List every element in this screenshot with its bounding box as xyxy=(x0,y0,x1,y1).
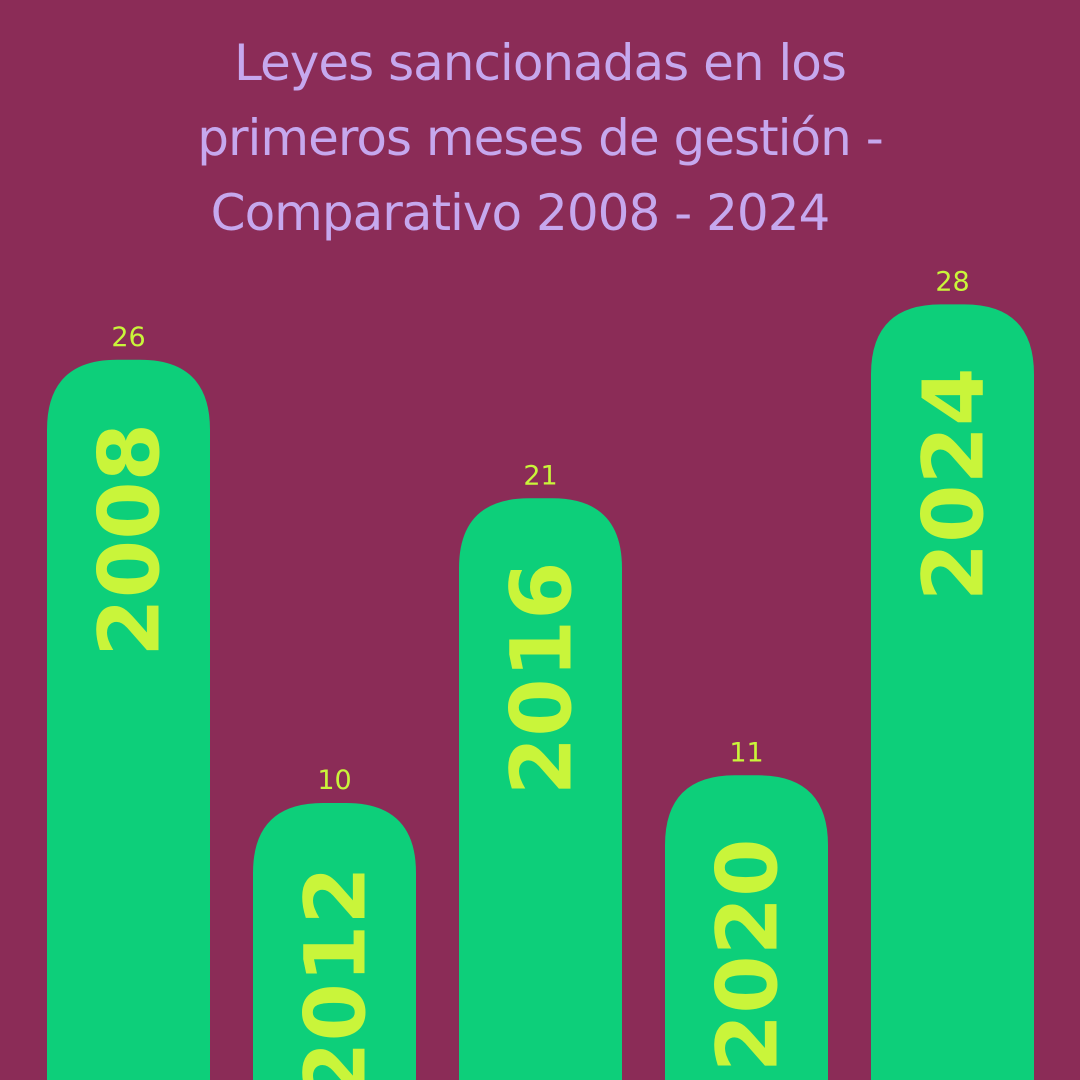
chart-title-line-2: primeros meses de gestión - xyxy=(197,109,883,167)
value-label-2012: 10 xyxy=(317,765,351,796)
bar-2020 xyxy=(665,775,828,1080)
bars-group: 26 2008 10 2012 21 2016 11 2020 28 2024 xyxy=(47,266,1034,1080)
category-label-2016: 2016 xyxy=(493,561,591,795)
category-label-2012: 2012 xyxy=(287,866,385,1080)
value-label-2008: 26 xyxy=(111,322,145,353)
bar-2024 xyxy=(871,304,1034,1080)
bar-2012 xyxy=(253,803,416,1080)
value-label-2024: 28 xyxy=(935,266,969,297)
bar-2008 xyxy=(47,359,210,1080)
value-label-2020: 11 xyxy=(729,737,763,768)
value-label-2016: 21 xyxy=(523,460,557,491)
bar-2016 xyxy=(459,498,622,1080)
chart-title-line-3: Comparativo 2008 - 2024 xyxy=(211,184,830,242)
category-label-2008: 2008 xyxy=(81,423,179,657)
chart-title-line-1: Leyes sancionadas en los xyxy=(234,34,846,92)
category-label-2024: 2024 xyxy=(905,368,1003,602)
category-label-2020: 2020 xyxy=(699,838,797,1072)
